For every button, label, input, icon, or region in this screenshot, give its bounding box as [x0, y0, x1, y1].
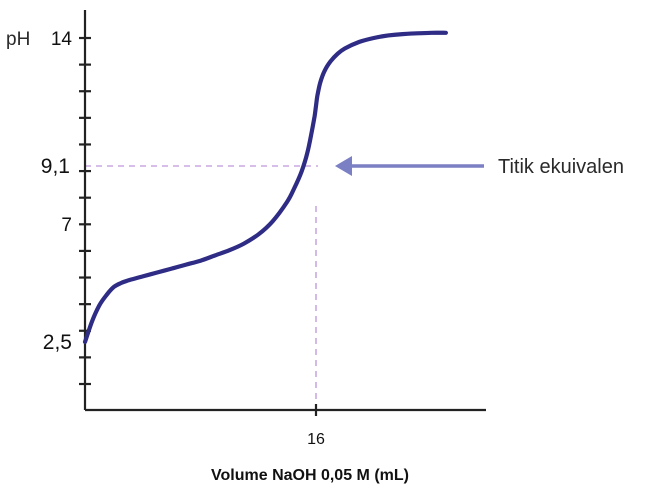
x-tick-label: 16 [307, 431, 325, 448]
x-axis-title: Volume NaOH 0,05 M (mL) [211, 467, 409, 484]
y-tick-label: 9,1 [41, 155, 70, 178]
annotation-label: Titik ekuivalen [498, 156, 624, 178]
titration-curve [82, 30, 448, 345]
y-tick-label: 2,5 [43, 331, 72, 354]
annotation-arrow-head [335, 156, 352, 176]
y-axis-title: pH [6, 29, 30, 50]
y-tick-label: 14 [51, 29, 73, 50]
y-tick-label: 7 [61, 215, 72, 236]
